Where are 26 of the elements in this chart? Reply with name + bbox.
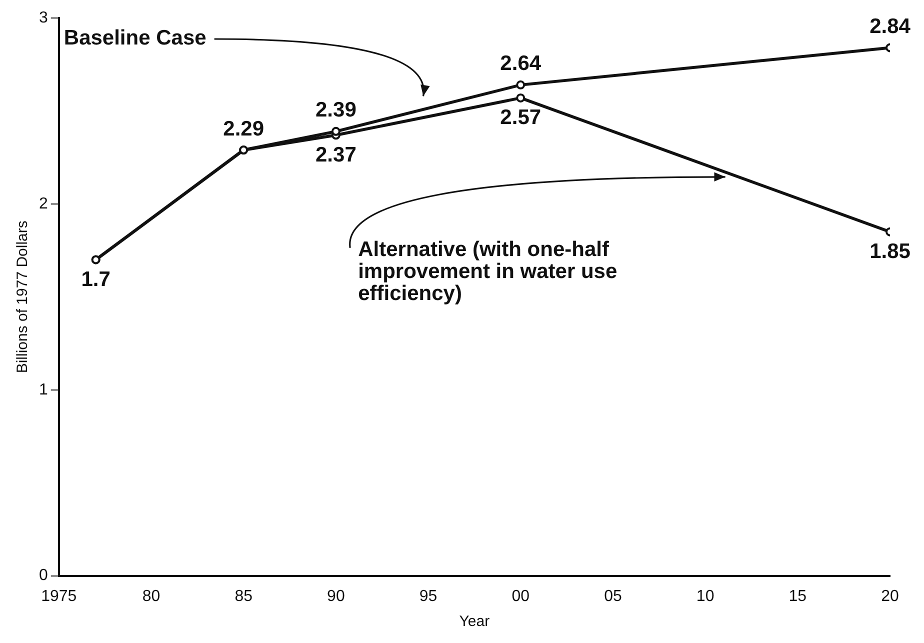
- annotation: Alternative (with one-half improvement in water use efficiency): [358, 238, 618, 306]
- y-axis-title: Billions of 1977 Dollars: [14, 220, 32, 374]
- y-tick-label: 2: [38, 195, 48, 212]
- x-axis-title: Year: [459, 613, 490, 630]
- x-tick-label: 15: [788, 588, 807, 605]
- data-label: 2.37: [315, 143, 356, 166]
- x-tick-label: 10: [696, 588, 714, 605]
- y-tick-label: 3: [38, 9, 48, 26]
- y-tick-label: 1: [38, 381, 48, 398]
- data-label: 2.64: [500, 52, 542, 76]
- x-tick-label: 05: [604, 588, 622, 605]
- x-tick-label: 85: [234, 588, 253, 605]
- y-tick-label: 0: [38, 567, 48, 584]
- data-label: 1.85: [870, 240, 911, 264]
- data-label: 1.7: [81, 268, 110, 292]
- x-tick-label: 20: [881, 588, 899, 605]
- data-label: 2.84: [870, 15, 911, 38]
- x-tick-label: 1975: [41, 588, 77, 605]
- x-tick-label: 00: [512, 588, 530, 605]
- data-label: 2.29: [223, 117, 264, 140]
- x-tick-label: 90: [327, 588, 345, 605]
- data-label: 2.39: [315, 98, 356, 122]
- x-tick-label: 95: [419, 588, 438, 605]
- annotation: Baseline Case: [64, 26, 206, 50]
- x-tick-label: 80: [142, 588, 160, 605]
- data-label: 2.57: [500, 106, 542, 130]
